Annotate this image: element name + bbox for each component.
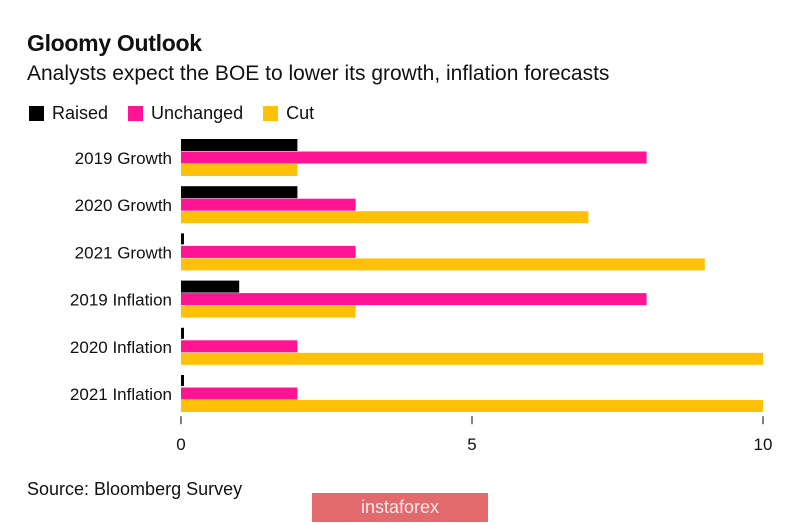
category-label: 2021 Growth	[75, 243, 172, 262]
bar-cut	[181, 352, 763, 365]
bar-raised	[181, 280, 240, 293]
category-label: 2020 Growth	[75, 196, 172, 215]
category-label: 2019 Inflation	[70, 291, 172, 310]
bar-unchanged	[181, 340, 298, 353]
category-label: 2020 Inflation	[70, 338, 172, 357]
legend-label-raised: Raised	[52, 103, 109, 123]
legend-swatch-cut	[263, 106, 279, 121]
bar-cut	[181, 305, 356, 318]
x-tick-label: 5	[467, 435, 476, 454]
bar-cut	[181, 164, 298, 176]
bar-unchanged	[181, 198, 356, 211]
watermark: instaforex	[312, 493, 488, 522]
bar-raised	[181, 233, 184, 245]
legend-label-unchanged: Unchanged	[151, 103, 244, 123]
source-note: Source: Bloomberg Survey	[27, 479, 243, 499]
legend-label-cut: Cut	[286, 103, 315, 123]
bar-raised	[181, 139, 298, 151]
category-label: 2021 Inflation	[70, 385, 172, 404]
legend-swatch-unchanged	[128, 106, 144, 121]
chart-title: Gloomy Outlook	[27, 30, 202, 56]
x-tick-label: 0	[176, 435, 185, 454]
legend-item-raised: Raised	[29, 103, 108, 124]
bar-cut	[181, 258, 705, 271]
bar-cut	[181, 400, 763, 412]
bar-cut	[181, 211, 589, 224]
legend-swatch-raised	[29, 106, 44, 121]
chart-subtitle: Analysts expect the BOE to lower its gro…	[27, 62, 610, 85]
bar-raised	[181, 327, 184, 339]
bar-unchanged	[181, 387, 298, 400]
bar-raised	[181, 375, 184, 386]
category-label: 2019 Growth	[75, 149, 172, 168]
legend: Raised Unchanged Cut	[29, 103, 334, 124]
bar-unchanged	[181, 151, 647, 164]
legend-item-unchanged: Unchanged	[128, 103, 243, 124]
bar-raised	[181, 186, 298, 199]
legend-item-cut: Cut	[263, 103, 314, 124]
x-tick-label: 10	[754, 435, 773, 454]
bar-unchanged	[181, 293, 647, 306]
bar-unchanged	[181, 245, 356, 258]
